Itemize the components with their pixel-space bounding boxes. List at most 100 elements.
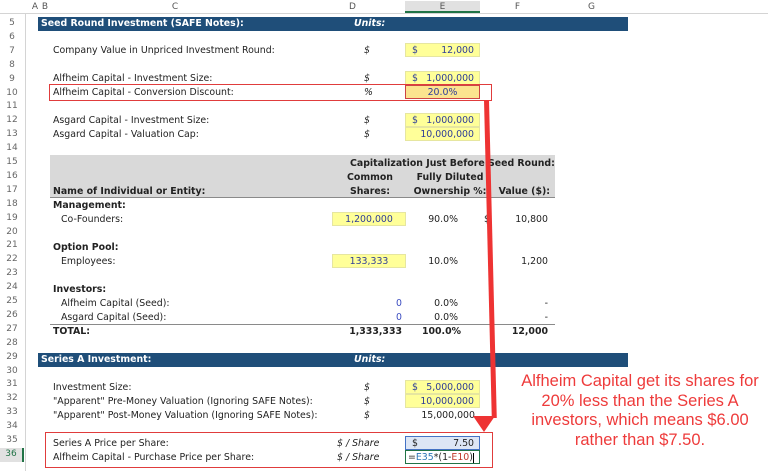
cap-row-ownership: 10.0% [428, 256, 458, 267]
row-header-12[interactable]: 12 [6, 115, 18, 126]
seed-label-asgard-size: Asgard Capital - Investment Size: [53, 115, 210, 126]
column-header-g[interactable]: G [588, 2, 595, 12]
row-header-8[interactable]: 8 [9, 59, 15, 70]
row-header-7[interactable]: 7 [9, 45, 15, 56]
row-header-19[interactable]: 19 [6, 212, 18, 223]
cap-input-employee-shares[interactable]: 133,333 [332, 254, 406, 268]
row-header-9[interactable]: 9 [9, 73, 15, 84]
series-a-input-investment[interactable]: $ 5,000,000 [405, 380, 480, 394]
row-header-20[interactable]: 20 [6, 226, 18, 237]
total-divider [50, 324, 555, 325]
row-header-33[interactable]: 33 [6, 407, 18, 418]
column-header-a[interactable]: A [31, 2, 39, 12]
seed-unit-asgard-cap: $ [364, 129, 370, 140]
series-a-label-price: Series A Price per Share: [53, 438, 169, 449]
series-a-label-post-money: "Apparent" Post-Money Valuation (Ignorin… [53, 410, 318, 421]
row-header-10[interactable]: 10 [6, 87, 18, 98]
series-a-price-cell[interactable]: $ 7.50 [405, 436, 480, 450]
row-header-15[interactable]: 15 [6, 157, 18, 167]
row-headers: 5 6 7 8 9 10 11 12 13 14 15 16 17 18 19 20 21 22 23 24 25 26 2… [0, 14, 26, 471]
row-header-34[interactable]: 34 [6, 421, 18, 432]
row-header-26[interactable]: 26 [6, 309, 18, 320]
highlight-box-price-rows [45, 432, 493, 468]
series-a-unit-alfheim-price: $ / Share [337, 452, 380, 463]
series-a-input-pre-money[interactable]: 10,000,000 [405, 394, 480, 408]
cap-table-header-band [50, 155, 555, 198]
row-header-36[interactable]: 36 [0, 447, 24, 462]
cap-header-own-1: Fully Diluted [416, 172, 484, 183]
cell-value: 10,000,000 [420, 129, 474, 140]
column-header-c[interactable]: C [171, 2, 179, 12]
series-a-label-pre-money: "Apparent" Pre-Money Valuation (Ignoring… [53, 396, 313, 407]
formula-edit-cell[interactable]: =E35*(1-E10) [405, 450, 480, 464]
row-header-35[interactable]: 35 [6, 435, 18, 445]
cap-row-shares: 0 [396, 312, 402, 323]
column-header-e[interactable]: E [405, 1, 480, 13]
row-header-24[interactable]: 24 [6, 282, 18, 293]
cap-total-label: TOTAL: [53, 326, 91, 337]
seed-units-header: Units: [354, 18, 386, 29]
cap-group-management: Management: [53, 200, 126, 211]
column-header-b[interactable]: B [41, 2, 49, 12]
cap-input-cofounder-shares[interactable]: 1,200,000 [332, 212, 406, 226]
cap-row-name: Employees: [61, 256, 116, 267]
cell-value: 1,000,000 [426, 73, 474, 84]
row-header-30[interactable]: 30 [6, 365, 18, 376]
seed-input-asgard-size[interactable]: $ 1,000,000 [405, 113, 480, 127]
column-headers: A B C D E F G [0, 0, 768, 14]
seed-unit-asgard-size: $ [364, 115, 370, 126]
row-header-13[interactable]: 13 [6, 129, 18, 140]
currency-symbol: $ [412, 45, 418, 56]
cap-header-name: Name of Individual or Entity: [53, 186, 206, 197]
formula-mid: *(1- [433, 452, 452, 463]
cap-row-ownership: 0.0% [434, 312, 458, 323]
row-header-29[interactable]: 29 [6, 351, 18, 362]
row-header-31[interactable]: 31 [6, 379, 18, 390]
row-header-6[interactable]: 6 [9, 31, 15, 42]
row-header-5[interactable]: 5 [9, 18, 15, 28]
cap-header-shares-1: Common [347, 172, 393, 183]
series-a-unit-post-money: $ [364, 410, 370, 421]
row-header-23[interactable]: 23 [6, 268, 18, 279]
series-a-section-header: Series A Investment: Units: [38, 353, 628, 367]
cell-value: 10,000,000 [420, 396, 474, 407]
column-header-f[interactable]: F [514, 2, 521, 12]
seed-input-company-value[interactable]: $ 12,000 [405, 43, 480, 57]
cap-group-option-pool: Option Pool: [53, 242, 119, 253]
cell-value: 5,000,000 [426, 382, 474, 393]
formula-ref-e10: E10 [451, 452, 470, 463]
row-header-18[interactable]: 18 [6, 198, 18, 209]
row-header-14[interactable]: 14 [6, 143, 18, 154]
row-header-22[interactable]: 22 [6, 254, 18, 265]
currency-symbol: $ [412, 115, 418, 126]
row-header-11[interactable]: 11 [6, 101, 18, 112]
seed-section-header: Seed Round Investment (SAFE Notes): Unit… [38, 17, 628, 31]
row-header-21[interactable]: 21 [6, 240, 18, 251]
cap-row-ownership: 90.0% [428, 214, 458, 225]
seed-input-alfheim-size[interactable]: $ 1,000,000 [405, 71, 480, 85]
row-header-25[interactable]: 25 [6, 296, 18, 306]
currency-symbol: $ [412, 382, 418, 393]
cap-row-name: Alfheim Capital (Seed): [61, 298, 170, 309]
row-header-32[interactable]: 32 [6, 393, 18, 404]
column-header-d[interactable]: D [349, 2, 356, 12]
cap-header-shares-2: Shares: [349, 186, 391, 197]
cap-header-own-2: Ownership %: [413, 186, 487, 197]
row-header-27[interactable]: 27 [6, 323, 18, 334]
seed-unit-company-value: $ [364, 45, 370, 56]
seed-label-alfheim-discount: Alfheim Capital - Conversion Discount: [53, 87, 234, 98]
row-header-28[interactable]: 28 [6, 337, 18, 348]
seed-input-alfheim-discount[interactable]: 20.0% [405, 85, 480, 99]
text-cursor [472, 452, 474, 463]
cap-row-shares: 0 [396, 298, 402, 309]
cap-row-value: - [544, 298, 548, 309]
seed-input-asgard-cap[interactable]: 10,000,000 [405, 127, 480, 141]
row-header-16[interactable]: 16 [6, 170, 18, 181]
seed-unit-alfheim-size: $ [364, 73, 370, 84]
seed-label-alfheim-size: Alfheim Capital - Investment Size: [53, 73, 213, 84]
arrow-down-icon [473, 416, 495, 432]
formula-prefix: = [408, 452, 416, 463]
row-header-17[interactable]: 17 [6, 184, 18, 195]
seed-unit-alfheim-discount: % [364, 87, 373, 98]
